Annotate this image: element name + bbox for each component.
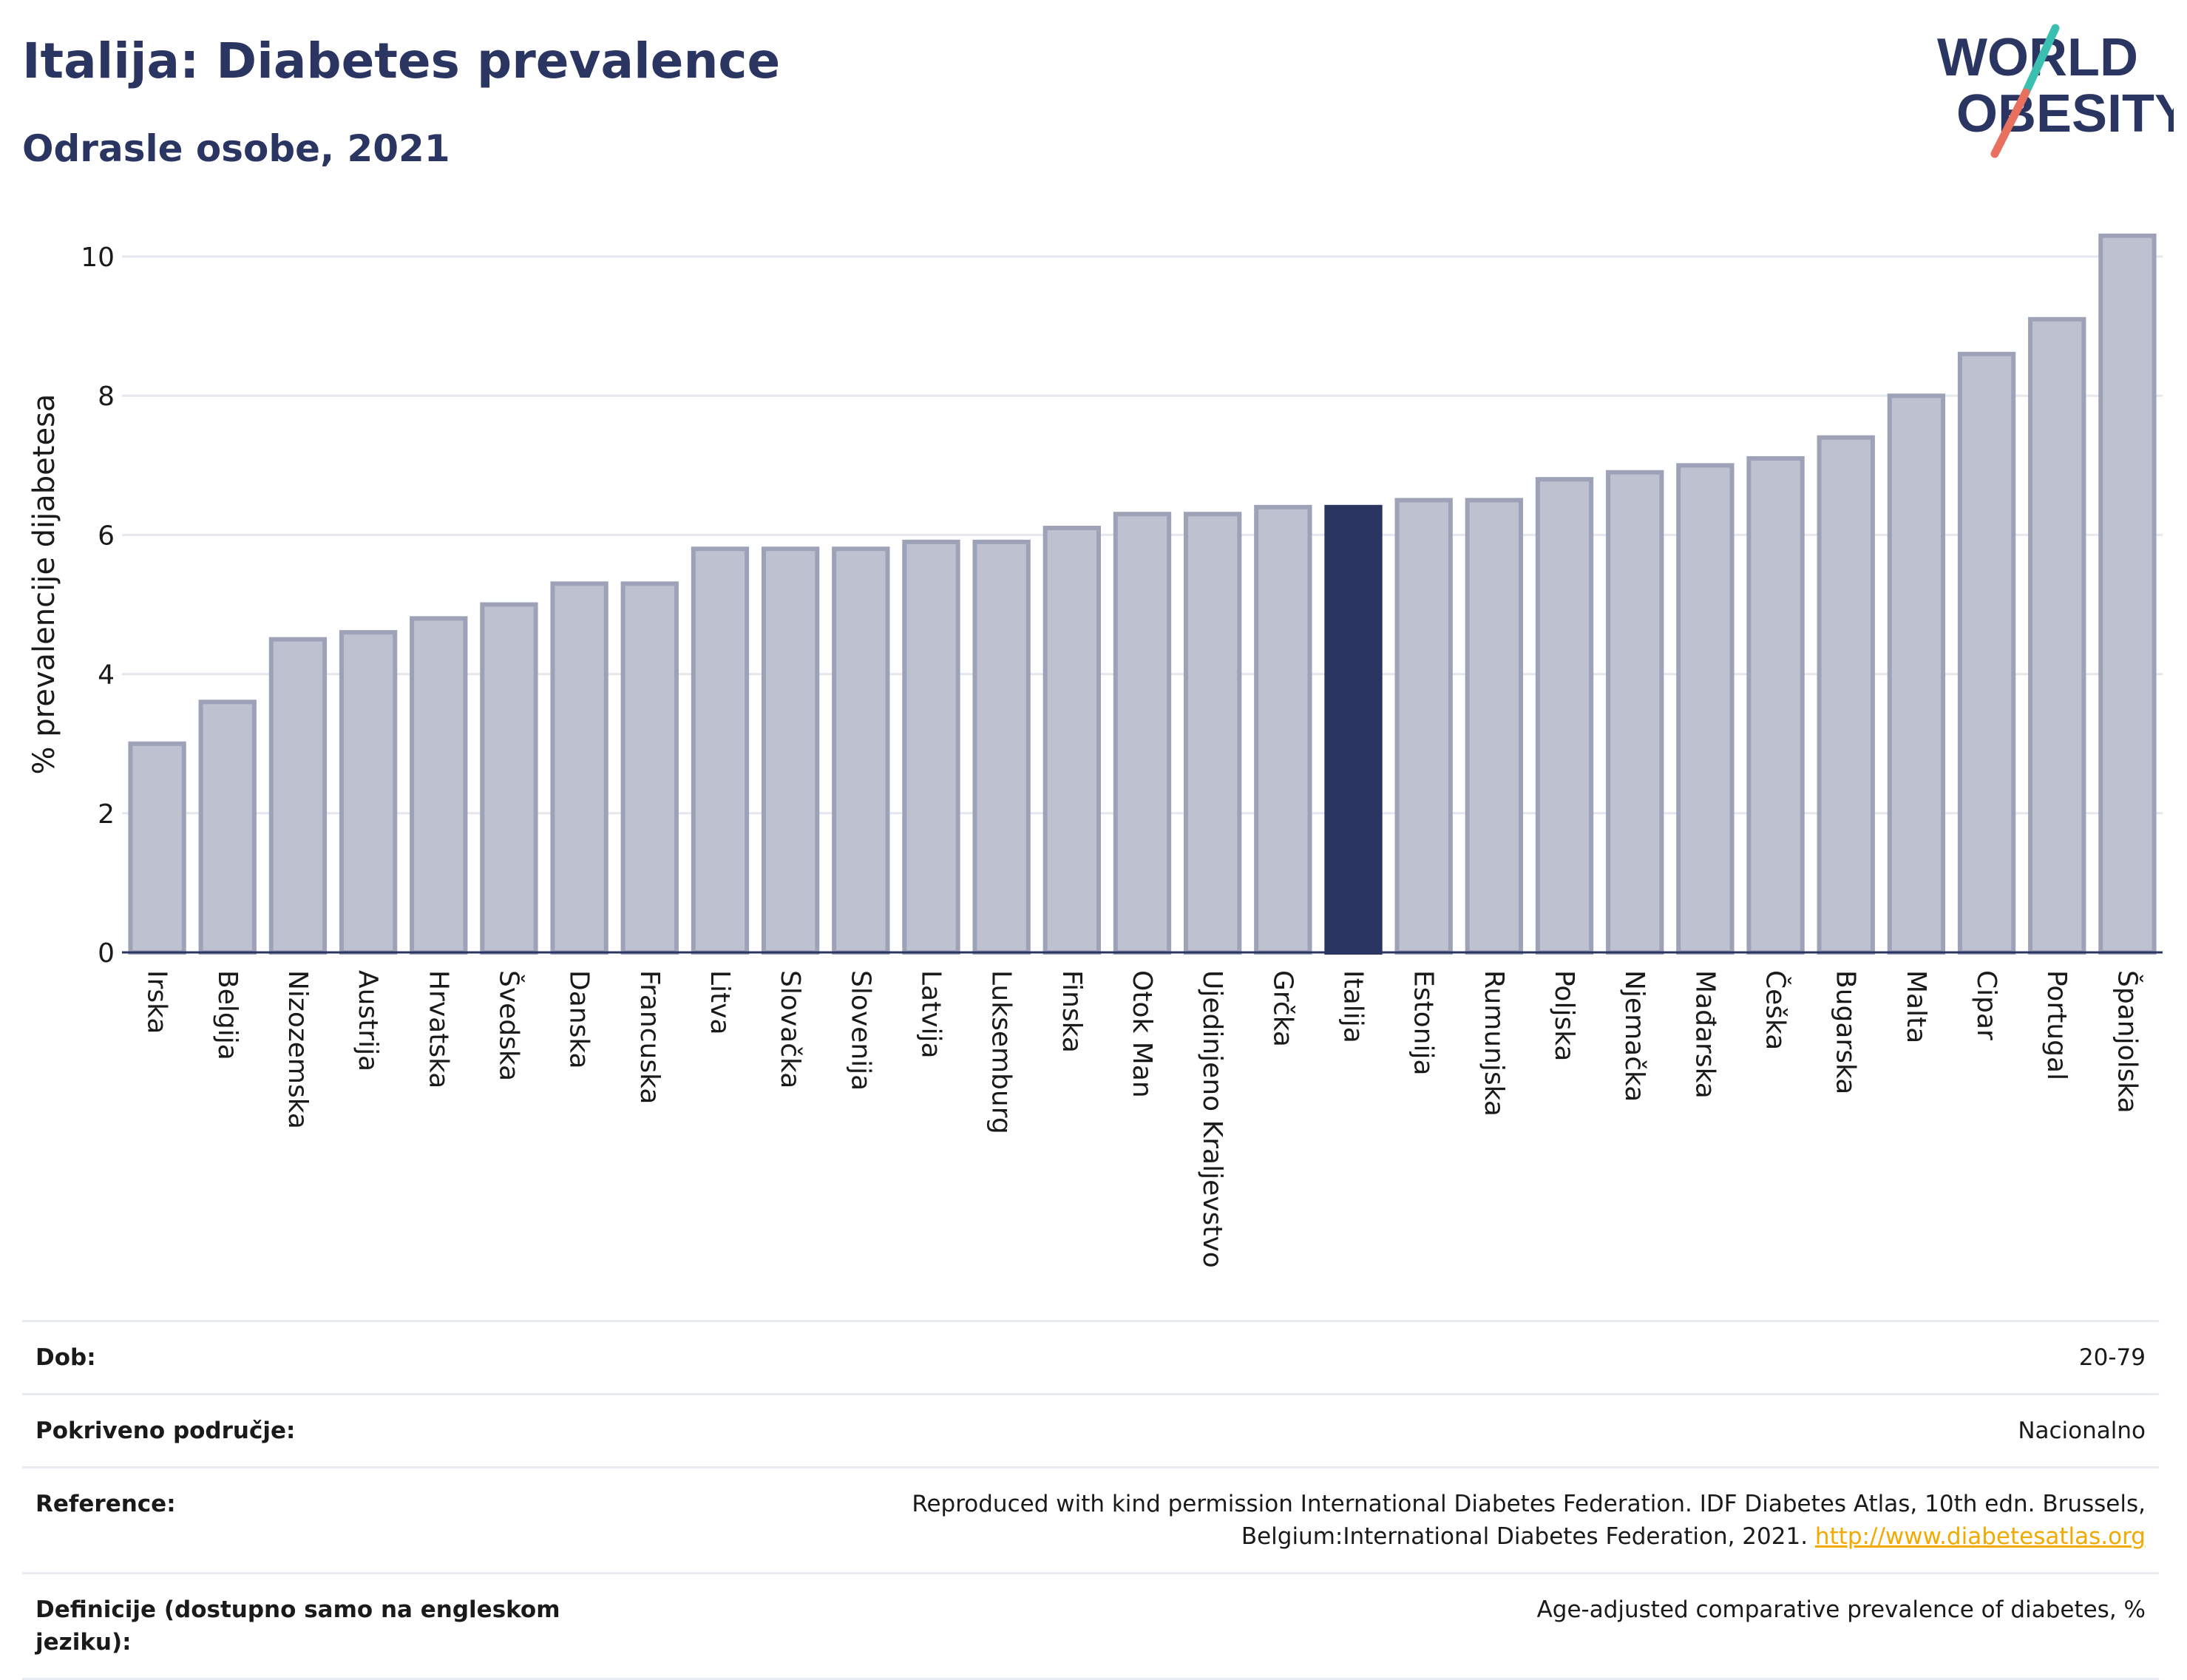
y-tick-label: 0: [98, 938, 115, 969]
bar-rumunjska[interactable]: [1465, 498, 1524, 955]
y-axis-ticks: 0 2 4 6 8 10: [81, 243, 115, 969]
x-tick-label: Finska: [1057, 970, 1087, 1053]
x-tick-label: Slovačka: [775, 970, 805, 1088]
x-tick-label: Bugarska: [1831, 970, 1861, 1094]
x-tick-label: Cipar: [1971, 970, 2001, 1040]
x-tick-label: Mađarska: [1689, 970, 1720, 1099]
x-tick-label: Ujedinjeno Kraljevstvo: [1197, 970, 1227, 1268]
meta-value: Nacionalno: [2018, 1418, 2146, 1444]
x-tick-label: Češka: [1760, 970, 1791, 1050]
x-tick-label: Austrija: [353, 970, 383, 1071]
bar-portugal[interactable]: [2028, 316, 2086, 955]
x-tick-label: Rumunjska: [1479, 970, 1509, 1117]
meta-label: Pokriveno područje:: [35, 1418, 296, 1444]
bar-nizozemska[interactable]: [268, 637, 328, 955]
meta-row: Definicije (dostupno samo na engleskom j…: [22, 1572, 2159, 1680]
logo-text-obesity: OBESITY: [1956, 84, 2174, 143]
bar-otok-man[interactable]: [1113, 512, 1172, 955]
meta-label: Reference:: [35, 1491, 176, 1517]
bar-grčka[interactable]: [1254, 504, 1312, 955]
bar-njemačka[interactable]: [1606, 470, 1664, 955]
bar-cipar[interactable]: [1957, 351, 2016, 955]
bar-bugarska[interactable]: [1817, 435, 1875, 955]
x-tick-label: Litva: [705, 970, 735, 1035]
bar-hrvatska[interactable]: [410, 616, 468, 955]
x-tick-label: Irska: [142, 970, 172, 1034]
x-tick-label: Švedska: [493, 970, 524, 1081]
bar-finska[interactable]: [1042, 526, 1101, 955]
meta-value: Reproduced with kind permission Internat…: [912, 1491, 2146, 1550]
bar-danska[interactable]: [550, 581, 608, 955]
reference-link[interactable]: http://www.diabetesatlas.org: [1814, 1523, 2146, 1550]
bar-mađarska[interactable]: [1676, 463, 1735, 955]
metadata-table: Dob: 20-79 Pokriveno područje: Nacionalno Re…: [22, 1320, 2159, 1680]
x-tick-label: Španjolska: [2112, 970, 2143, 1114]
x-axis-labels: Irska Belgija Nizozemska Austrija Hrvatska Šv…: [142, 970, 2143, 1268]
world-obesity-logo: WORLD OBESITY: [1937, 24, 2174, 158]
bar-slovenija[interactable]: [832, 546, 890, 955]
x-tick-label: Portugal: [2041, 970, 2072, 1080]
x-tick-label: Nizozemska: [282, 970, 313, 1129]
bar-poljska[interactable]: [1535, 477, 1594, 955]
logo-slash-bottom: [1990, 88, 2030, 158]
y-tick-label: 6: [98, 521, 115, 551]
x-tick-label: Danska: [564, 970, 594, 1069]
bar-italija[interactable]: [1324, 504, 1383, 955]
bar-chart: 0 2 4 6 8 10 Irska Belgija Nizozemska Austrija Hr…: [81, 233, 2163, 1268]
x-tick-label: Italija: [1338, 970, 1369, 1043]
x-tick-label: Latvija: [915, 970, 946, 1059]
meta-label: Definicije (dostupno samo na engleskom j…: [35, 1596, 560, 1656]
y-tick-label: 8: [98, 382, 115, 412]
bar-latvija[interactable]: [902, 539, 960, 955]
bars: [128, 233, 2157, 955]
x-tick-label: Belgija: [212, 970, 243, 1060]
bar-španjolska[interactable]: [2098, 233, 2157, 955]
x-tick-label: Poljska: [1549, 970, 1579, 1062]
bar-malta[interactable]: [1887, 393, 1946, 955]
y-axis-title: % prevalencije dijabetesa: [27, 393, 61, 775]
page-title: Italija: Diabetes prevalence: [22, 33, 781, 89]
bar-francuska[interactable]: [620, 581, 679, 955]
x-tick-label: Slovenija: [845, 970, 875, 1091]
y-tick-label: 4: [98, 660, 115, 691]
bar-estonija[interactable]: [1394, 498, 1453, 955]
x-tick-label: Grčka: [1267, 970, 1298, 1047]
x-tick-label: Otok Man: [1127, 970, 1157, 1098]
meta-label: Dob:: [35, 1344, 96, 1371]
meta-row: Dob: 20-79: [22, 1320, 2159, 1393]
y-tick-label: 10: [81, 243, 115, 273]
x-tick-label: Luksemburg: [986, 970, 1017, 1134]
x-tick-label: Njemačka: [1619, 970, 1649, 1102]
bar-irska[interactable]: [128, 741, 186, 955]
x-tick-label: Hrvatska: [423, 970, 453, 1088]
x-tick-label: Estonija: [1408, 970, 1439, 1076]
bar-slovačka[interactable]: [761, 546, 820, 955]
bar-luksemburg[interactable]: [972, 539, 1031, 955]
meta-value: 20-79: [2078, 1344, 2146, 1371]
bar-litva[interactable]: [691, 546, 750, 955]
bar-ujedinjeno-kraljevstvo[interactable]: [1184, 512, 1242, 955]
bar-češka[interactable]: [1746, 455, 1805, 955]
meta-value: Age-adjusted comparative prevalence of d…: [1536, 1596, 2146, 1623]
bar-austrija[interactable]: [339, 630, 398, 955]
meta-row: Pokriveno područje: Nacionalno: [22, 1393, 2159, 1466]
x-tick-label: Francuska: [634, 970, 665, 1104]
meta-row: Reference: Reproduced with kind permissio…: [22, 1466, 2159, 1572]
page-subtitle: Odrasle osobe, 2021: [22, 127, 450, 170]
x-tick-label: Malta: [1901, 970, 1931, 1043]
bar-švedska[interactable]: [480, 602, 538, 955]
y-tick-label: 2: [98, 799, 115, 830]
bar-belgija[interactable]: [198, 700, 257, 955]
logo-slash-top: [2021, 24, 2060, 97]
